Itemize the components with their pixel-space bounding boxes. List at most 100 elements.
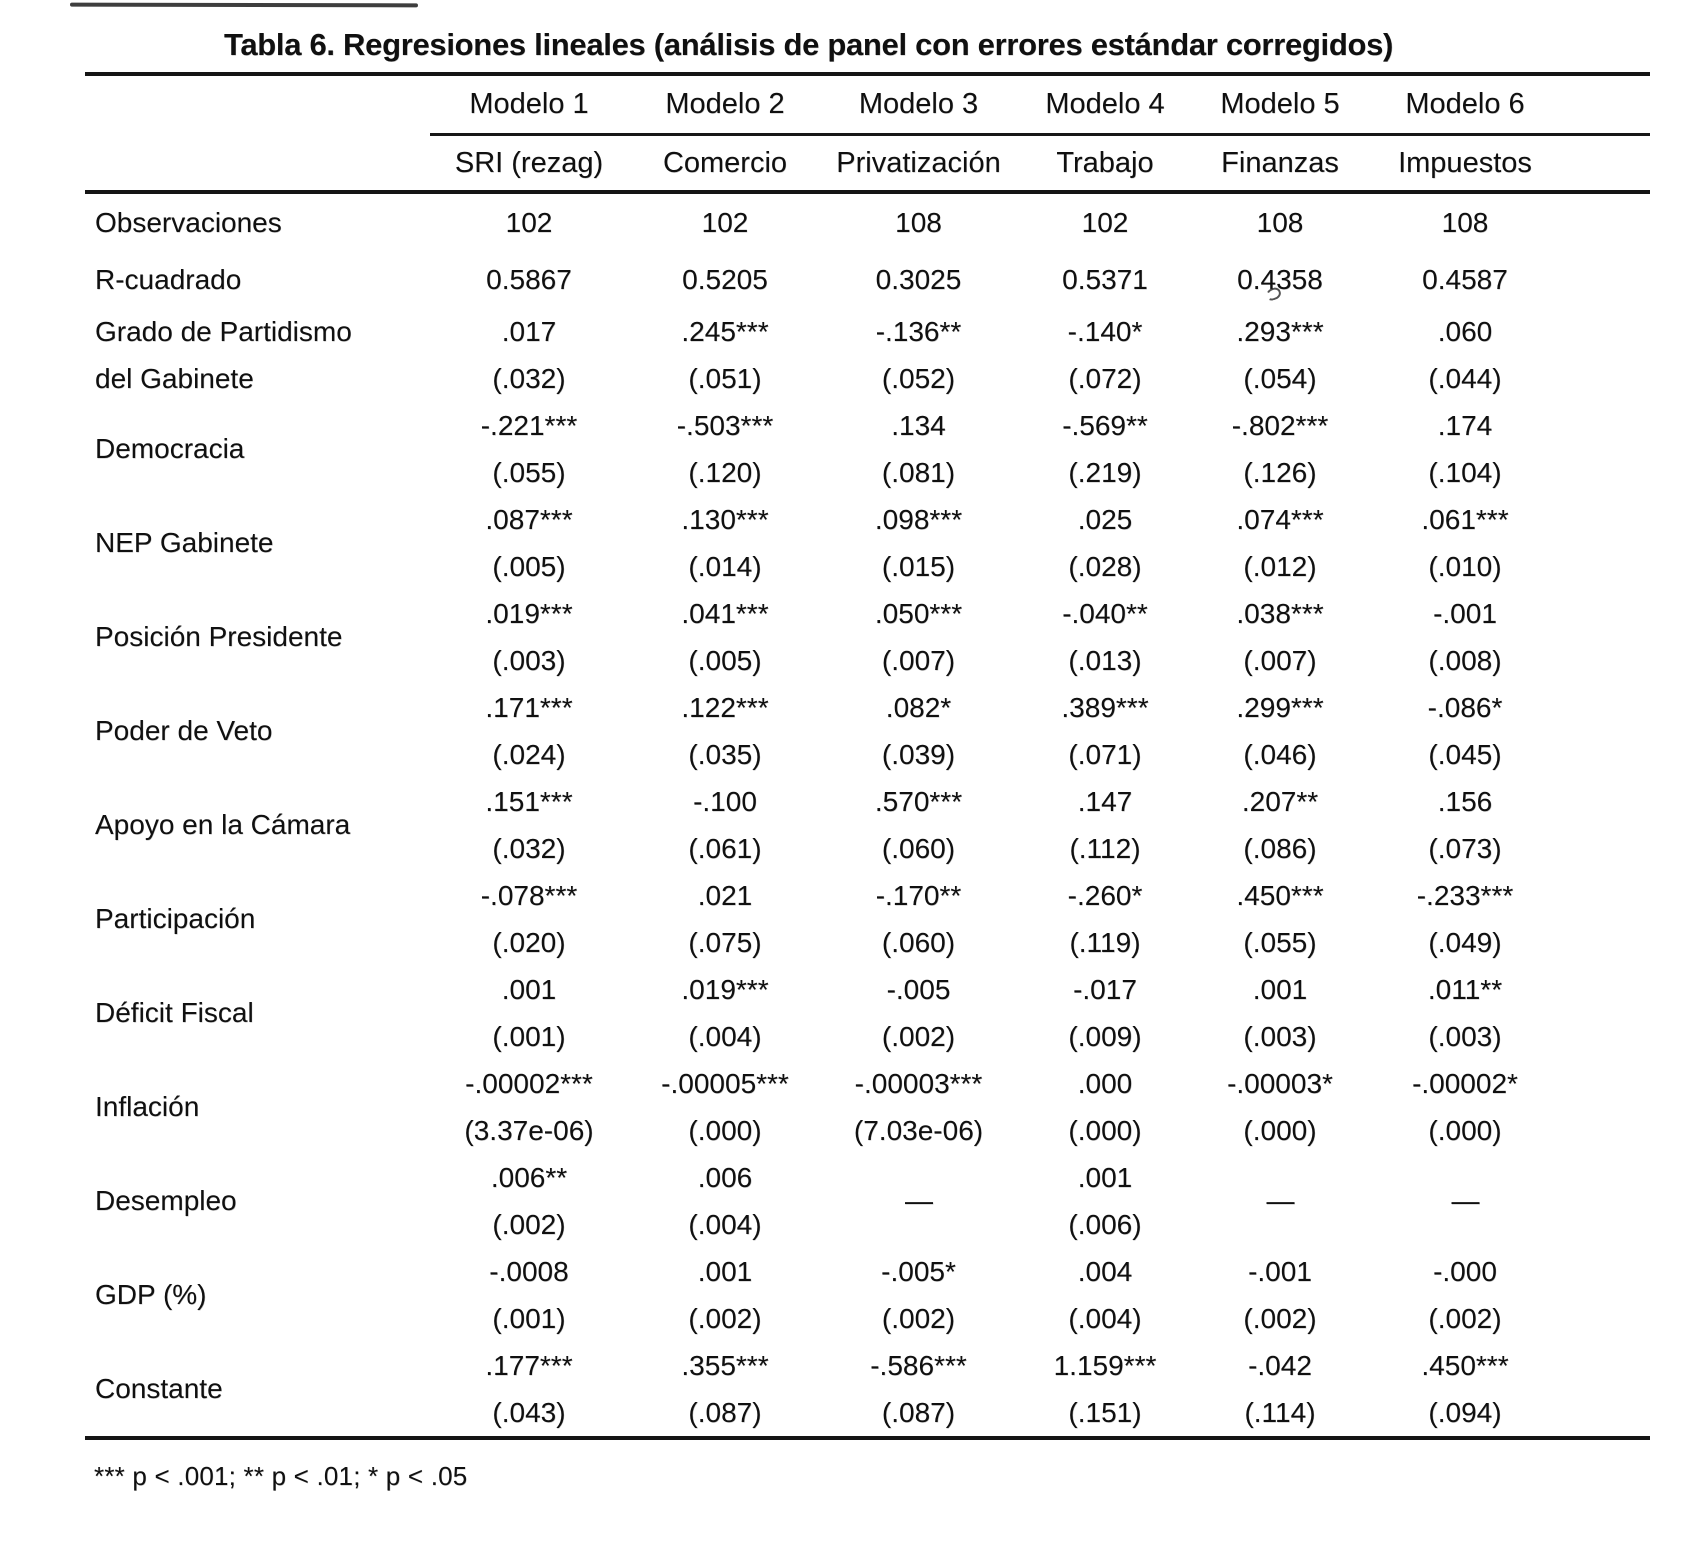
coefficient-value: .156 [1437, 785, 1493, 817]
standard-error-value: (.104) [1428, 456, 1502, 488]
coefficient-value: -.078*** [480, 879, 578, 911]
standard-error-value: (.073) [1428, 832, 1502, 864]
no-estimate-dash: — [1266, 1185, 1295, 1216]
coefficient-value: -.00005*** [661, 1067, 789, 1099]
stat-value: 0.5371 [1062, 263, 1148, 295]
spacer-cell [1565, 684, 1650, 778]
standard-error-row: (.003) (.005) (.007) (.013) (.007) (.008) [85, 637, 1650, 684]
coefficient-value: -.017 [1073, 973, 1137, 1005]
coefficient-value: .171*** [485, 691, 573, 723]
coefficient-value: .025 [1077, 503, 1133, 535]
standard-error-row: (3.37e-06) (.000) (7.03e-06) (.000) (.000) (.… [85, 1107, 1650, 1154]
coefficient-value: .450*** [1236, 879, 1324, 911]
stat-value: 108 [1441, 206, 1489, 238]
stat-value: 0.4587 [1422, 263, 1508, 295]
standard-error-value: (.032) [492, 362, 566, 394]
row-label: Observaciones [95, 206, 282, 238]
coefficient-row: Inflación -.00002*** -.00005*** -.00003***.… [85, 1060, 1650, 1123]
coefficient-value: .151*** [485, 785, 573, 817]
significance-footnote: *** p < .001; ** p < .01; * p < .05 [94, 1461, 468, 1491]
coefficient-value: -.260* [1067, 879, 1143, 911]
coefficient-value: .082* [885, 691, 952, 723]
row-label: Participación [95, 903, 256, 934]
standard-error-value: (3.37e-06) [464, 1114, 594, 1146]
coefficient-row: Democracia -.221*** -.503*** .134 -.569** -.8… [85, 402, 1650, 465]
dependent-header: Impuestos [1365, 134, 1565, 194]
row-label: GDP (%) [95, 1279, 207, 1310]
coefficient-row: NEP Gabinete .087*** .130*** .098*** .025 .07… [85, 496, 1650, 559]
standard-error-value: (.039) [881, 738, 956, 770]
standard-error-value: (.003) [492, 644, 566, 676]
standard-error-value: (.061) [688, 832, 762, 864]
coefficient-value: .293*** [1236, 315, 1324, 347]
coefficient-value: .130*** [681, 503, 769, 535]
dependent-header: Comercio [628, 134, 822, 194]
dependent-header: Privatización [822, 134, 1015, 194]
standard-error-value: (.071) [1068, 738, 1142, 770]
coefficient-value: .001 [501, 973, 557, 1005]
coefficient-value: -.802*** [1231, 409, 1329, 441]
stat-value: 102 [505, 206, 553, 238]
spacer-cell [1565, 251, 1650, 308]
coefficient-value: -.503*** [676, 409, 774, 441]
coefficient-row: Desempleo .006** .006 — .001 — — [85, 1154, 1650, 1217]
stat-row: Observaciones 102 102 108 102 108 108 [85, 192, 1650, 251]
header-blank-cell [85, 134, 430, 194]
stat-value: 108 [1256, 206, 1304, 238]
standard-error-value: (.086) [1243, 832, 1317, 864]
standard-error-value: (.087) [688, 1396, 762, 1428]
standard-error-value: (.112) [1069, 832, 1141, 864]
stat-row: R-cuadrado 0.5867 0.5205 0.3025 0.5371 0.4358… [85, 251, 1650, 308]
standard-error-row: (.055) (.120) (.081) (.219) (.126) (.104) [85, 449, 1650, 496]
coefficient-value: .134 [891, 409, 946, 441]
row-label: NEP Gabinete [95, 527, 274, 558]
row-label: Grado de Partidismo del Gabinete [85, 308, 430, 402]
row-label-line: Grado de Partidismo [95, 316, 352, 347]
coefficient-value: .001 [1077, 1161, 1133, 1193]
spacer-cell [1565, 192, 1650, 251]
standard-error-value: (.000) [1428, 1114, 1502, 1146]
standard-error-value: (.001) [492, 1020, 566, 1052]
coefficient-row: Participación -.078*** .021 -.170** -.260* .4… [85, 872, 1650, 935]
coefficient-value: -.586*** [870, 1349, 967, 1381]
no-estimate-dash: — [1451, 1185, 1480, 1216]
coefficient-value: -.00003*** [854, 1067, 983, 1099]
standard-error-value: (.051) [688, 362, 762, 394]
standard-error-value: (.035) [688, 738, 762, 770]
row-label: Inflación [95, 1091, 200, 1122]
standard-error-value: (.002) [1428, 1302, 1502, 1334]
standard-error-value: (.126) [1243, 456, 1317, 488]
standard-error-value: (.002) [492, 1208, 566, 1240]
coefficient-value: .006 [697, 1161, 753, 1193]
standard-error-value: (.114) [1244, 1396, 1316, 1428]
model-header: Modelo 2 [628, 74, 822, 136]
row-label: Poder de Veto [95, 715, 273, 746]
scan-streak-artifact [69, 2, 419, 8]
coefficient-value: .021 [697, 879, 753, 911]
standard-error-value: (.043) [492, 1396, 566, 1428]
coefficient-row: GDP (%) -.0008 .001 -.005* .004 -.001 -.000 [85, 1248, 1650, 1311]
standard-error-value: (.002) [688, 1302, 762, 1334]
standard-error-value: (.005) [688, 644, 762, 676]
coefficient-value: .245*** [681, 315, 769, 347]
spacer-cell [1565, 496, 1650, 590]
standard-error-value: (.151) [1068, 1396, 1142, 1428]
coefficient-value: -.005* [881, 1255, 956, 1287]
dependent-header: SRI (rezag) [430, 134, 628, 194]
coefficient-value: .017 [501, 315, 557, 347]
coefficient-value: -.140* [1067, 315, 1143, 347]
stat-value: 0.5205 [682, 263, 768, 295]
stat-value: 0.5867 [486, 263, 572, 295]
spacer-cell [1565, 402, 1650, 496]
coefficient-value: .011** [1427, 973, 1503, 1005]
standard-error-value: (.049) [1428, 926, 1502, 958]
standard-error-value: (.008) [1428, 644, 1502, 676]
standard-error-value: (.004) [688, 1020, 762, 1052]
coefficient-value: .050*** [874, 597, 963, 629]
row-label: Posición Presidente [95, 621, 343, 652]
row-label-line: del Gabinete [95, 363, 254, 394]
row-label: Democracia [95, 433, 245, 464]
spacer-cell [1565, 1060, 1650, 1154]
coefficient-row: Grado de Partidismo del Gabinete .017 .245*… [85, 308, 1650, 395]
coefficient-value: .299*** [1236, 691, 1324, 723]
